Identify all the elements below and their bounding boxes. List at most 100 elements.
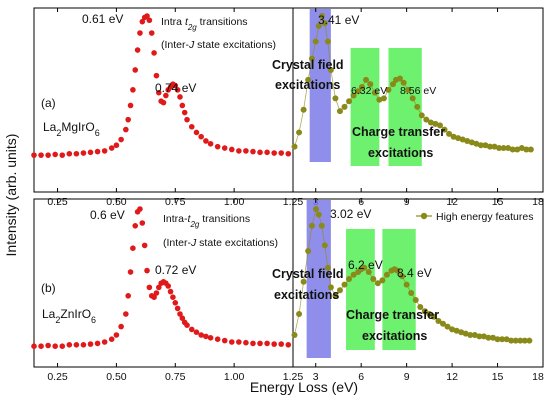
panel-b-compound-sub2: 6 [91, 315, 96, 325]
panel-b-low-point [108, 336, 115, 343]
panel-a-high-point [468, 139, 475, 146]
panel-a-high-point [296, 129, 303, 136]
panel-b-high-point [453, 327, 460, 334]
panel-b-high-point [313, 206, 320, 212]
panel-a-low-point [45, 152, 51, 158]
panel-a-ct-peak1-label: 6.32 eV [351, 85, 387, 97]
panel-a-high-point [482, 142, 489, 149]
panel-b-low-point [153, 290, 160, 296]
panel-a-high-point [332, 95, 339, 102]
panel-a-low-point [160, 99, 167, 106]
panel-a-high-point [350, 92, 357, 99]
panel-a-low-point [257, 149, 263, 156]
panel-b-high-point [444, 323, 451, 330]
panel-b-low-point [174, 305, 181, 312]
panel-a-low-point [193, 129, 200, 136]
panel-a-cf-line2: excitations [275, 78, 340, 92]
panel-a-high-point [459, 136, 466, 143]
panel-a-high-point [390, 81, 396, 88]
panel-b-low-point [59, 343, 66, 350]
panel-a-high-point [308, 55, 315, 62]
panel-a-high-point [355, 88, 362, 95]
panel-a-high-point [318, 13, 325, 19]
panel-b-low-point [94, 340, 101, 347]
panel-b-low-points [31, 206, 292, 350]
panel-b-ct-peak2-label: 8.4 eV [397, 266, 432, 280]
panel-b-high-point [508, 337, 515, 344]
panel-b-low-point [198, 332, 204, 338]
panel-a-low-point [148, 30, 155, 36]
panel-b-high-point [462, 330, 469, 337]
panel-b-high-ticks-label: 12 [446, 371, 458, 383]
panel-a-frame [33, 7, 544, 193]
panel-b-low-point [250, 340, 256, 347]
panel-b-low-point [228, 339, 235, 345]
panel-a-high-point [427, 119, 434, 126]
panel-b-low-point [101, 339, 108, 345]
panel-a-high-point [367, 81, 374, 88]
panel-b-low-point [184, 322, 190, 329]
panel-a-high-points [291, 13, 534, 153]
panel-a-low-point [52, 151, 58, 158]
panel-a-high-point [505, 145, 512, 152]
panel-b-high-point [346, 276, 353, 282]
panel-a-low-point [31, 152, 37, 158]
panel-b-low-ticks-label: 1.25 [283, 371, 304, 383]
panel-a-low-point [80, 150, 87, 156]
panel-b-high-point [336, 287, 343, 294]
panel-a-cf-line1: Crystal field [272, 58, 344, 72]
panel-b-low-point [165, 283, 172, 289]
panel-b-high-point [332, 292, 339, 299]
panel-b-high-point [291, 332, 298, 338]
panel-a-compound-mid: MgIrO [61, 120, 94, 134]
panel-b-low-ticks-label: 0.50 [106, 371, 127, 383]
panel-a-compound: La2MgIrO6 [43, 120, 100, 138]
panel-b-high-point [327, 284, 334, 291]
legend-marker [420, 212, 428, 220]
panel-b-high-point [485, 334, 492, 341]
panel-b-low-point [125, 293, 131, 299]
panel-a-ct-line1: Charge transfer [352, 125, 445, 139]
panel-b-low-point [123, 311, 129, 317]
panel-b-low-point [172, 300, 179, 306]
panel-a-low-point [38, 152, 44, 158]
panel-b-low-point [144, 267, 150, 274]
panel-b-high-point [324, 264, 331, 271]
panel-a-high-point [464, 137, 471, 144]
panel-a-high-point [305, 76, 312, 83]
panel-a-high-point [409, 95, 416, 102]
panel-a-low-point [250, 148, 256, 155]
panel-a-low-point [94, 148, 101, 155]
panel-a-high-point [371, 89, 378, 96]
panel-b-low-point [146, 284, 153, 291]
panel-b-low-point [179, 315, 186, 322]
panel-a-low-point [278, 150, 285, 156]
panel-a-low-point [236, 148, 242, 154]
panel-b-high-ticks: 3 6 9 12 15 18 [313, 199, 544, 383]
panel-a-low-point [221, 145, 228, 151]
panel-a-high-point [477, 142, 484, 149]
panel-a-high-point [321, 20, 328, 27]
panel-a-low-point [151, 50, 157, 56]
panel-a-high-point [376, 96, 383, 103]
panel-a-high-point [450, 133, 457, 140]
panel-b-high-point [296, 311, 303, 317]
panel-b-low-point [113, 332, 120, 338]
panel-a-high-point [418, 112, 425, 119]
panel-a-high-point [423, 116, 430, 123]
panel-a-high-point [327, 66, 334, 73]
panel-a-high-point [514, 146, 521, 153]
panel-b-high-point [300, 278, 307, 285]
panel-a-high-point [396, 75, 403, 82]
panel-b-low-point [243, 339, 249, 346]
panel-b-low-point [285, 342, 292, 348]
panel-a-high-point [312, 38, 319, 45]
panel-a-high-point [346, 98, 353, 105]
panel-a-band-crystal-field-0 [309, 9, 331, 162]
panel-a-compound-base: La [43, 120, 57, 134]
panel-a-low-point [101, 148, 108, 154]
panel-a-high-point [509, 146, 516, 153]
panel-a-low-point [137, 30, 143, 36]
panel-a-low-point [203, 138, 209, 144]
